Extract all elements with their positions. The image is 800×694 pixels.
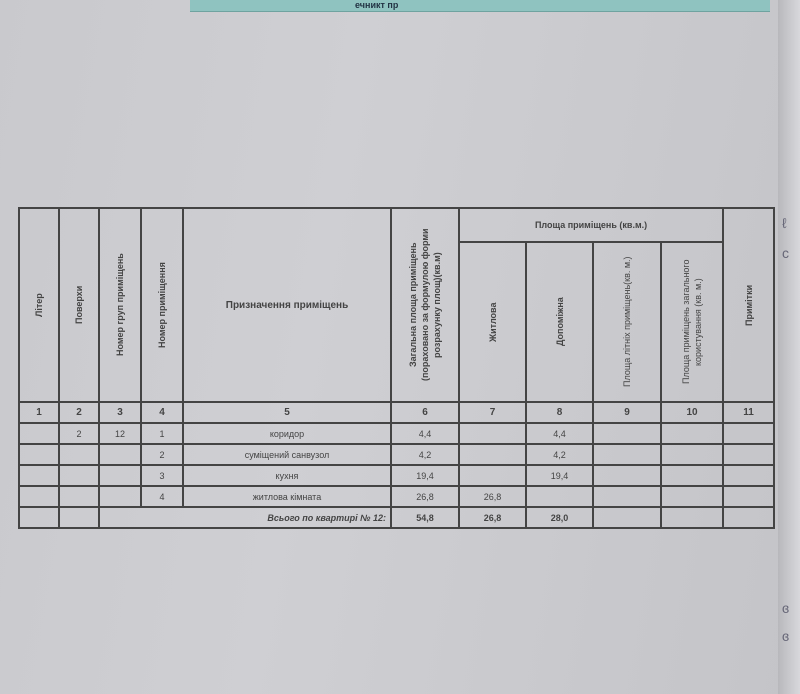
strip-text: ечникт пр <box>355 0 399 10</box>
cell-living <box>458 464 527 487</box>
cell-common <box>659 422 725 445</box>
cell-total: 4,4 <box>390 422 460 445</box>
cell-notes <box>722 485 776 508</box>
cell-living <box>458 422 527 445</box>
cover-strip: ечникт пр <box>190 0 770 12</box>
cell-living: 26,8 <box>458 485 527 508</box>
col-num: 1 <box>18 401 60 424</box>
col-num: 3 <box>98 401 142 424</box>
cell-aux: 19,4 <box>525 464 594 487</box>
header-area-group: Площа приміщень (кв.м.) <box>457 207 725 243</box>
cell-no: 3 <box>140 464 184 487</box>
header-floors: Поверхи <box>74 285 84 325</box>
cell-empty <box>18 506 60 529</box>
header-notes: Примітки <box>743 284 754 326</box>
table-row: 2 суміщений санвузол 4,2 4,2 <box>18 443 776 466</box>
table-row: 3 кухня 19,4 19,4 <box>18 464 776 487</box>
col-num: 11 <box>722 401 776 424</box>
col-num: 7 <box>458 401 527 424</box>
cell-liter <box>18 485 60 508</box>
header-auxiliary: Допоміжна <box>554 297 565 347</box>
cell-common <box>659 443 725 466</box>
cell-no: 1 <box>140 422 184 445</box>
cell-summer <box>592 485 662 508</box>
cell-summer <box>592 464 662 487</box>
cell-aux: 4,4 <box>525 422 594 445</box>
cell-floor <box>58 485 100 508</box>
table-row: 2 12 1 коридор 4,4 4,4 <box>18 422 776 445</box>
cell-group <box>98 485 142 508</box>
header-liter: Літер <box>34 293 44 317</box>
cell-group: 12 <box>98 422 142 445</box>
header-group-no: Номер груп приміщень <box>115 253 125 357</box>
cell-total: 4,2 <box>390 443 460 466</box>
cell-notes <box>722 422 776 445</box>
cell-notes <box>722 464 776 487</box>
cell-group <box>98 464 142 487</box>
cell-group <box>98 443 142 466</box>
cell-summer <box>592 506 662 529</box>
table-row: 4 житлова кімната 26,8 26,8 <box>18 485 776 508</box>
header-living: Житлова <box>487 302 498 342</box>
cell-total: 26,8 <box>390 485 460 508</box>
cell-common <box>659 506 725 529</box>
total-living: 26,8 <box>458 506 527 529</box>
header-summer: Площа літніх приміщень(кв. м.) <box>622 256 632 388</box>
cell-liter <box>18 422 60 445</box>
cell-notes <box>722 443 776 466</box>
header-total-area: Загальна площа приміщень (пораховано за … <box>408 228 442 382</box>
cell-floor <box>58 443 100 466</box>
cell-purpose: житлова кімната <box>182 485 392 508</box>
col-num: 9 <box>592 401 662 424</box>
header-common: Площа приміщень загального користування … <box>681 259 704 385</box>
cell-common <box>659 464 725 487</box>
page-edge <box>778 0 800 694</box>
cell-purpose: кухня <box>182 464 392 487</box>
col-num: 5 <box>182 401 392 424</box>
binding-hole-mark: ɞ <box>782 628 790 644</box>
cell-floor: 2 <box>58 422 100 445</box>
cell-empty <box>58 506 100 529</box>
cell-notes <box>722 506 776 529</box>
col-num: 6 <box>390 401 460 424</box>
cell-floor <box>58 464 100 487</box>
total-label: Всього по квартирі № 12: <box>98 506 392 529</box>
col-num: 10 <box>659 401 725 424</box>
cell-aux: 4,2 <box>525 443 594 466</box>
col-num: 4 <box>140 401 184 424</box>
cell-summer <box>592 443 662 466</box>
binding-hole-mark: ɞ <box>782 600 790 616</box>
cell-living <box>458 443 527 466</box>
cell-liter <box>18 443 60 466</box>
rooms-table: Літер Поверхи Номер груп приміщень Номер… <box>18 207 776 529</box>
header-room-no: Номер приміщення <box>157 262 167 348</box>
total-aux: 28,0 <box>525 506 594 529</box>
binding-hole-mark: c <box>782 245 789 261</box>
cell-summer <box>592 422 662 445</box>
cell-liter <box>18 464 60 487</box>
cell-total: 19,4 <box>390 464 460 487</box>
cell-common <box>659 485 725 508</box>
cell-aux <box>525 485 594 508</box>
cell-no: 4 <box>140 485 184 508</box>
cell-no: 2 <box>140 443 184 466</box>
header-purpose: Призначення приміщень <box>182 207 392 403</box>
total-area: 54,8 <box>390 506 460 529</box>
cell-purpose: суміщений санвузол <box>182 443 392 466</box>
cell-purpose: коридор <box>182 422 392 445</box>
binding-hole-mark: ℓ <box>782 215 787 231</box>
col-num: 8 <box>525 401 594 424</box>
total-row: Всього по квартирі № 12: 54,8 26,8 28,0 <box>18 506 776 529</box>
column-numbers-row: 1 2 3 4 5 6 7 8 9 10 11 <box>18 401 776 424</box>
col-num: 2 <box>58 401 100 424</box>
